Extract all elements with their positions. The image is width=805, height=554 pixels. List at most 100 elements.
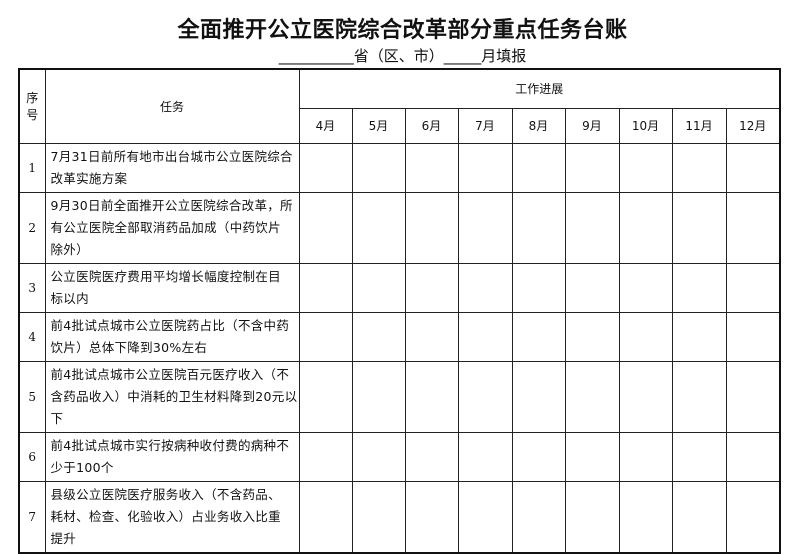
- row-seq: 2: [18, 191, 46, 264]
- progress-cell[interactable]: [298, 431, 353, 482]
- progress-cell[interactable]: [725, 191, 781, 264]
- progress-cell[interactable]: [725, 142, 781, 193]
- progress-cell[interactable]: [564, 191, 620, 264]
- progress-cell[interactable]: [404, 431, 459, 482]
- progress-cell[interactable]: [671, 311, 727, 362]
- progress-cell[interactable]: [564, 431, 620, 482]
- task-line: 前4批试点城市公立医院百元医疗收入（不: [50, 366, 290, 382]
- progress-cell[interactable]: [511, 431, 566, 482]
- progress-cell[interactable]: [725, 311, 781, 362]
- progress-cell[interactable]: [671, 191, 727, 264]
- progress-cell[interactable]: [725, 360, 781, 433]
- task-line: 改革实施方案: [50, 170, 128, 186]
- progress-cell[interactable]: [511, 262, 566, 313]
- task-line: 含药品收入）中消耗的卫生材料降到20元以: [50, 388, 298, 404]
- page-subtitle: __________省（区、市）_____月填报: [278, 47, 527, 65]
- progress-cell[interactable]: [511, 191, 566, 264]
- progress-cell[interactable]: [404, 311, 459, 362]
- task-line: 9月30日前全面推开公立医院综合改革，所: [50, 197, 293, 213]
- progress-cell[interactable]: [671, 431, 727, 482]
- table-row: 5 前4批试点城市公立医院百元医疗收入（不 含药品收入）中消耗的卫生材料降到20元以…: [18, 360, 781, 433]
- progress-cell[interactable]: [298, 142, 353, 193]
- seq-header: 序号: [18, 68, 46, 144]
- task-line: 前4批试点城市实行按病种收付费的病种不: [50, 437, 290, 453]
- progress-cell[interactable]: [351, 262, 406, 313]
- progress-cell[interactable]: [404, 360, 459, 433]
- month-header: 11月: [671, 107, 727, 144]
- progress-cell[interactable]: [457, 311, 513, 362]
- row-seq: 3: [18, 262, 46, 313]
- table-row: 2 9月30日前全面推开公立医院综合改革，所 有公立医院全部取消药品加成（中药饮片除…: [18, 191, 781, 264]
- month-header: 10月: [618, 107, 673, 144]
- progress-cell[interactable]: [351, 191, 406, 264]
- progress-cell[interactable]: [564, 360, 620, 433]
- progress-cell[interactable]: [298, 360, 353, 433]
- progress-cell[interactable]: [457, 262, 513, 313]
- page-title: 全面推开公立医院综合改革部分重点任务台账: [177, 18, 628, 43]
- progress-cell[interactable]: [511, 480, 566, 553]
- table-row: 1 7月31日前所有地市出台城市公立医院综合 改革实施方案: [18, 142, 781, 193]
- progress-cell[interactable]: [404, 480, 459, 553]
- progress-cell[interactable]: [725, 480, 781, 553]
- progress-cell[interactable]: [298, 262, 353, 313]
- row-seq: 5: [18, 360, 46, 433]
- task-line: 少于100个: [50, 459, 114, 475]
- table-row: 6 前4批试点城市实行按病种收付费的病种不 少于100个: [18, 431, 781, 482]
- progress-cell[interactable]: [564, 480, 620, 553]
- table-row: 7 县级公立医院医疗服务收入（不含药品、 耗材、检查、化验收入）占业务收入比重 提升: [18, 480, 781, 553]
- progress-cell[interactable]: [351, 431, 406, 482]
- progress-cell[interactable]: [564, 262, 620, 313]
- progress-cell[interactable]: [351, 480, 406, 553]
- task-line: 下: [50, 410, 64, 426]
- progress-cell[interactable]: [618, 142, 673, 193]
- month-header: 9月: [564, 107, 620, 144]
- progress-cell[interactable]: [618, 262, 673, 313]
- progress-cell[interactable]: [618, 431, 673, 482]
- progress-cell[interactable]: [457, 191, 513, 264]
- progress-cell[interactable]: [457, 431, 513, 482]
- progress-cell[interactable]: [298, 191, 353, 264]
- progress-cell[interactable]: [671, 480, 727, 553]
- task-ledger-table: 序号 任务 工作进展 4月 5月 6月 7月 8月 9月 10月 11月 12月 1 7月31日前…: [18, 68, 782, 554]
- progress-cell[interactable]: [671, 142, 727, 193]
- progress-cell[interactable]: [298, 480, 353, 553]
- month-header: 4月: [298, 107, 353, 144]
- progress-cell[interactable]: [618, 360, 673, 433]
- month-header: 8月: [511, 107, 566, 144]
- row-task: 前4批试点城市实行按病种收付费的病种不 少于100个: [44, 431, 300, 482]
- progress-header: 工作进展: [298, 68, 781, 109]
- progress-cell[interactable]: [351, 142, 406, 193]
- progress-cell[interactable]: [457, 480, 513, 553]
- table-row: 3 公立医院医疗费用平均增长幅度控制在目 标以内: [18, 262, 781, 313]
- progress-cell[interactable]: [351, 360, 406, 433]
- row-task: 前4批试点城市公立医院百元医疗收入（不 含药品收入）中消耗的卫生材料降到20元以下: [44, 360, 300, 433]
- row-seq: 7: [18, 480, 46, 553]
- progress-cell[interactable]: [725, 262, 781, 313]
- progress-cell[interactable]: [404, 262, 459, 313]
- progress-cell[interactable]: [404, 142, 459, 193]
- progress-cell[interactable]: [564, 142, 620, 193]
- task-line: 公立医院医疗费用平均增长幅度控制在目: [50, 268, 281, 284]
- progress-cell[interactable]: [618, 191, 673, 264]
- progress-cell[interactable]: [298, 311, 353, 362]
- task-line: 县级公立医院医疗服务收入（不含药品、: [50, 486, 281, 502]
- progress-cell[interactable]: [511, 360, 566, 433]
- progress-cell[interactable]: [404, 191, 459, 264]
- progress-cell[interactable]: [618, 480, 673, 553]
- progress-cell[interactable]: [457, 142, 513, 193]
- progress-cell[interactable]: [564, 311, 620, 362]
- month-header: 7月: [457, 107, 513, 144]
- row-task: 县级公立医院医疗服务收入（不含药品、 耗材、检查、化验收入）占业务收入比重 提升: [44, 480, 300, 553]
- row-seq: 6: [18, 431, 46, 482]
- progress-cell[interactable]: [511, 311, 566, 362]
- progress-cell[interactable]: [725, 431, 781, 482]
- progress-cell[interactable]: [671, 262, 727, 313]
- progress-cell[interactable]: [618, 311, 673, 362]
- row-task: 7月31日前所有地市出台城市公立医院综合 改革实施方案: [44, 142, 300, 193]
- task-header: 任务: [44, 68, 300, 144]
- row-task: 9月30日前全面推开公立医院综合改革，所 有公立医院全部取消药品加成（中药饮片 除外…: [44, 191, 300, 264]
- progress-cell[interactable]: [671, 360, 727, 433]
- progress-cell[interactable]: [511, 142, 566, 193]
- progress-cell[interactable]: [457, 360, 513, 433]
- progress-cell[interactable]: [351, 311, 406, 362]
